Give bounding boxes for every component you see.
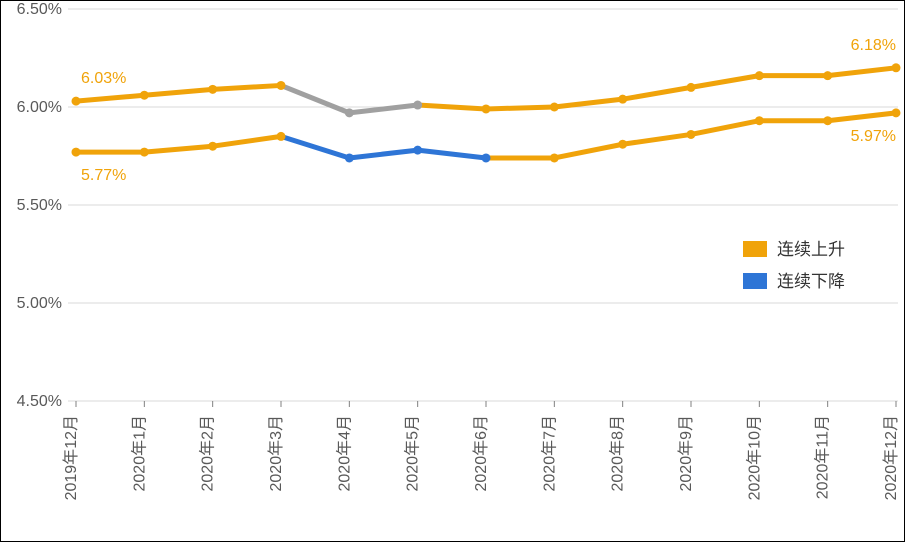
- series-marker-lower: [482, 153, 491, 162]
- series-segment-upper: [144, 89, 212, 95]
- x-tick-label: 2020年10月: [745, 415, 763, 500]
- series-marker-upper: [482, 104, 491, 113]
- x-tick-label: 2020年12月: [882, 415, 900, 500]
- y-tick-label: 4.50%: [17, 393, 62, 410]
- series-marker-upper: [618, 95, 627, 104]
- series-segment-upper: [486, 107, 554, 109]
- series-marker-lower: [550, 153, 559, 162]
- series-segment-lower: [349, 150, 417, 158]
- y-tick-label: 5.00%: [17, 295, 62, 312]
- data-label-upper: 6.03%: [81, 70, 126, 87]
- data-label-upper: 6.18%: [851, 37, 896, 54]
- series-marker-upper: [208, 85, 217, 94]
- x-tick-label: 2020年5月: [404, 415, 422, 492]
- data-label-lower: 5.77%: [81, 167, 126, 184]
- series-segment-upper: [213, 85, 281, 89]
- x-tick-label: 2020年4月: [335, 415, 353, 492]
- series-marker-lower: [755, 116, 764, 125]
- x-tick-label: 2020年7月: [540, 415, 558, 492]
- y-tick-label: 6.00%: [17, 99, 62, 116]
- series-segment-upper: [281, 85, 349, 112]
- x-tick-label: 2020年1月: [130, 415, 148, 492]
- series-marker-upper: [823, 71, 832, 80]
- chart-svg: 4.50% 5.00% 5.50% 6.00% 6.50% 2019年12月 2020年1月…: [1, 1, 905, 543]
- series-segment-lower: [554, 144, 622, 158]
- x-tick-label: 2020年2月: [199, 415, 217, 492]
- series-marker-lower: [618, 140, 627, 149]
- series-marker-lower: [345, 153, 354, 162]
- series-marker-lower: [208, 142, 217, 151]
- series-marker-upper: [892, 63, 901, 72]
- series-segment-lower: [828, 113, 896, 121]
- series-segment-lower: [623, 134, 691, 144]
- series-marker-upper: [755, 71, 764, 80]
- data-label-lower: 5.97%: [851, 128, 896, 145]
- series-marker-lower: [413, 146, 422, 155]
- series-marker-upper: [345, 108, 354, 117]
- series-segment-upper: [76, 95, 144, 101]
- series-marker-upper: [550, 103, 559, 112]
- series-segment-upper: [349, 105, 417, 113]
- series-segment-lower: [213, 136, 281, 146]
- x-tick-label: 2020年9月: [677, 415, 695, 492]
- series-marker-lower: [72, 148, 81, 157]
- series-marker-upper: [413, 101, 422, 110]
- series-marker-upper: [72, 97, 81, 106]
- x-tick-label: 2019年12月: [62, 415, 80, 500]
- series-marker-lower: [687, 130, 696, 139]
- series-marker-lower: [277, 132, 286, 141]
- series-marker-lower: [140, 148, 149, 157]
- series-segment-upper: [418, 105, 486, 109]
- series-marker-upper: [277, 81, 286, 90]
- series-segment-lower: [691, 121, 759, 135]
- x-tick-label: 2020年6月: [472, 415, 490, 492]
- series-segment-lower: [281, 136, 349, 158]
- series-segment-upper: [691, 76, 759, 88]
- legend-swatch: [743, 241, 767, 257]
- series-segment-lower: [144, 146, 212, 152]
- line-chart: 4.50% 5.00% 5.50% 6.00% 6.50% 2019年12月 2020年1月…: [0, 0, 905, 542]
- x-tick-label: 2020年11月: [814, 415, 832, 499]
- x-tick-label: 2020年3月: [267, 415, 285, 492]
- x-tick-label: 2020年8月: [609, 415, 627, 492]
- series-marker-upper: [140, 91, 149, 100]
- series-marker-upper: [687, 83, 696, 92]
- series-marker-lower: [892, 108, 901, 117]
- series-segment-lower: [418, 150, 486, 158]
- legend-label: 连续下降: [777, 272, 845, 291]
- series-segment-upper: [828, 68, 896, 76]
- y-tick-label: 6.50%: [17, 1, 62, 18]
- series-marker-lower: [823, 116, 832, 125]
- series-segment-upper: [554, 99, 622, 107]
- legend-label: 连续上升: [777, 240, 845, 259]
- legend-swatch: [743, 273, 767, 289]
- y-tick-label: 5.50%: [17, 197, 62, 214]
- series-segment-upper: [623, 87, 691, 99]
